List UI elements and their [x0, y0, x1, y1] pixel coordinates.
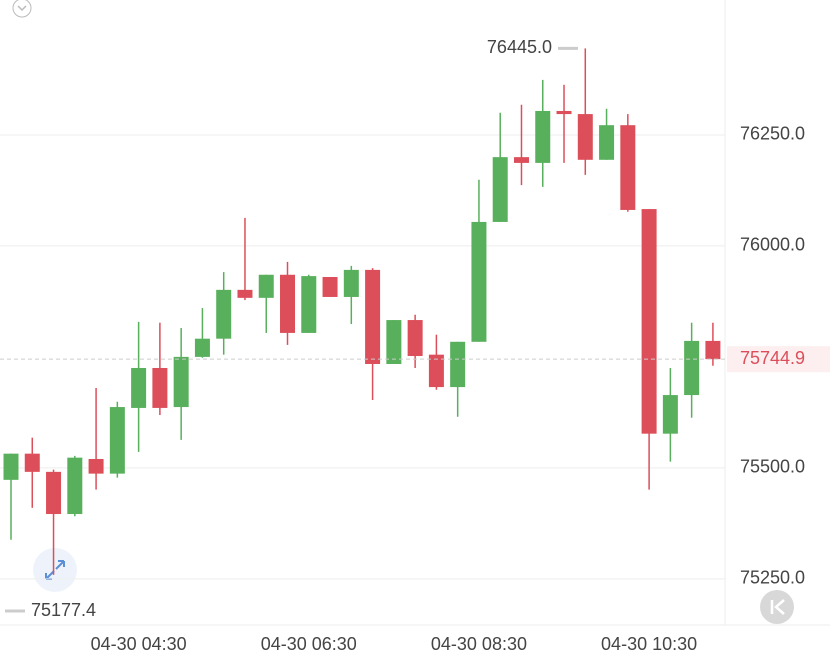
y-tick-label: 75250.0 [740, 568, 805, 588]
candle-body [684, 340, 700, 396]
x-tick-label: 04-30 06:30 [261, 634, 357, 654]
low-label: 75177.4 [31, 600, 96, 620]
candle-body [322, 276, 338, 297]
candle-body [535, 110, 551, 163]
candle-body [577, 114, 593, 160]
candle-body [280, 274, 296, 333]
x-tick-label: 04-30 04:30 [91, 634, 187, 654]
candle-body [24, 453, 40, 472]
candle-body [620, 125, 636, 210]
candle-body [343, 269, 359, 297]
candle-body [641, 209, 657, 434]
candle-body [67, 457, 83, 515]
candle-body [386, 320, 402, 364]
expand-button[interactable] [33, 548, 77, 592]
candle-body [599, 125, 615, 160]
menu-icon[interactable] [12, 0, 32, 18]
high-label: 76445.0 [487, 37, 552, 57]
candle-body [407, 320, 423, 357]
candle-body [46, 471, 62, 515]
candle-body [258, 274, 274, 298]
candle-body [3, 453, 19, 480]
x-tick-label: 04-30 10:30 [601, 634, 697, 654]
candle-body [301, 276, 317, 333]
x-tick-label: 04-30 08:30 [431, 634, 527, 654]
y-tick-label: 76000.0 [740, 235, 805, 255]
candle-body [152, 367, 168, 408]
y-tick-label: 76250.0 [740, 124, 805, 144]
current-price-label: 75744.9 [740, 348, 805, 368]
current-price-bg [727, 346, 830, 373]
reset-icon [770, 599, 785, 615]
candle-body [450, 341, 466, 388]
candle-body [513, 157, 529, 163]
candle-body [365, 269, 381, 364]
candle-body [492, 157, 508, 222]
candle-body [131, 367, 147, 408]
candle-body [428, 354, 444, 388]
candle-body [662, 395, 678, 434]
menu-chevron [17, 5, 27, 12]
candle-body [173, 356, 189, 408]
candle-body [109, 407, 125, 474]
candle-body [216, 289, 232, 339]
candle-body [88, 458, 104, 474]
candle-body [194, 338, 210, 357]
y-tick-label: 75500.0 [740, 457, 805, 477]
candle-body [556, 110, 572, 115]
candle-body [471, 221, 487, 342]
candle-body [705, 340, 721, 360]
candle-body [237, 289, 253, 298]
